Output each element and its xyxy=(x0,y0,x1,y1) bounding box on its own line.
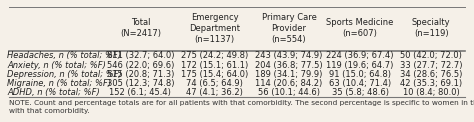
Text: NOTE. Count and percentage totals are for all patients with that comorbidity. Th: NOTE. Count and percentage totals are fo… xyxy=(9,100,474,114)
Text: 35 (5.8; 48.6): 35 (5.8; 48.6) xyxy=(332,88,389,97)
Text: Emergency
Department
(n=1137): Emergency Department (n=1137) xyxy=(189,13,240,44)
Text: 275 (24.2; 49.8): 275 (24.2; 49.8) xyxy=(181,51,248,61)
Text: 119 (19.6; 64.7): 119 (19.6; 64.7) xyxy=(327,61,394,70)
Text: 47 (4.1; 36.2): 47 (4.1; 36.2) xyxy=(186,88,243,97)
Text: Depression, n (% total; %F): Depression, n (% total; %F) xyxy=(7,70,122,79)
Text: 224 (36.9; 67.4): 224 (36.9; 67.4) xyxy=(326,51,394,61)
Text: Migraine, n (% total; %F): Migraine, n (% total; %F) xyxy=(7,79,111,88)
Text: 811 (32.7; 64.0): 811 (32.7; 64.0) xyxy=(107,51,174,61)
Text: Anxiety, n (% total; %F): Anxiety, n (% total; %F) xyxy=(7,61,106,70)
Text: 546 (22.0; 69.6): 546 (22.0; 69.6) xyxy=(107,61,174,70)
Text: Headaches, n (% total; %F): Headaches, n (% total; %F) xyxy=(7,51,121,61)
Text: 33 (27.7; 72.7): 33 (27.7; 72.7) xyxy=(400,61,463,70)
Text: 243 (43.9; 74.9): 243 (43.9; 74.9) xyxy=(255,51,323,61)
Text: 10 (8.4; 80.0): 10 (8.4; 80.0) xyxy=(403,88,460,97)
Text: 74 (6.5; 64.9): 74 (6.5; 64.9) xyxy=(186,79,243,88)
Text: 91 (15.0; 64.8): 91 (15.0; 64.8) xyxy=(329,70,391,79)
Text: 114 (20.6; 84.2): 114 (20.6; 84.2) xyxy=(255,79,323,88)
Text: 515 (20.8; 71.3): 515 (20.8; 71.3) xyxy=(107,70,174,79)
Text: 305 (12.3; 74.8): 305 (12.3; 74.8) xyxy=(107,79,174,88)
Text: Primary Care
Provider
(n=554): Primary Care Provider (n=554) xyxy=(262,13,317,44)
Text: 152 (6.1; 45.4): 152 (6.1; 45.4) xyxy=(109,88,171,97)
Text: Specialty
(n=119): Specialty (n=119) xyxy=(412,18,450,38)
Text: Total
(N=2417): Total (N=2417) xyxy=(120,18,161,38)
Text: 50 (42.0; 72.0): 50 (42.0; 72.0) xyxy=(400,51,462,61)
Text: 34 (28.6; 76.5): 34 (28.6; 76.5) xyxy=(400,70,462,79)
Text: 42 (35.3; 69.1): 42 (35.3; 69.1) xyxy=(400,79,462,88)
Text: 204 (36.8; 77.5): 204 (36.8; 77.5) xyxy=(255,61,323,70)
Text: 63 (10.4; 71.4): 63 (10.4; 71.4) xyxy=(329,79,391,88)
Text: Sports Medicine
(n=607): Sports Medicine (n=607) xyxy=(327,18,394,38)
Text: 175 (15.4; 64.0): 175 (15.4; 64.0) xyxy=(181,70,248,79)
Text: 56 (10.1; 44.6): 56 (10.1; 44.6) xyxy=(258,88,320,97)
Text: 189 (34.1; 79.9): 189 (34.1; 79.9) xyxy=(255,70,323,79)
Text: 172 (15.1; 61.1): 172 (15.1; 61.1) xyxy=(181,61,248,70)
Text: ADHD, n (% total; %F): ADHD, n (% total; %F) xyxy=(7,88,100,97)
